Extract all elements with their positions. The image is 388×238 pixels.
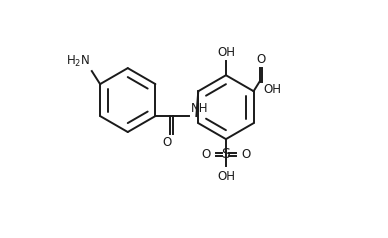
Text: NH: NH [191, 102, 208, 115]
Text: O: O [201, 148, 211, 161]
Text: H$_2$N: H$_2$N [66, 54, 91, 69]
Text: OH: OH [264, 83, 282, 96]
Text: OH: OH [217, 170, 235, 183]
Text: O: O [256, 53, 265, 66]
Text: S: S [222, 148, 230, 162]
Text: O: O [241, 148, 251, 161]
Text: O: O [163, 136, 172, 149]
Text: OH: OH [217, 46, 235, 59]
